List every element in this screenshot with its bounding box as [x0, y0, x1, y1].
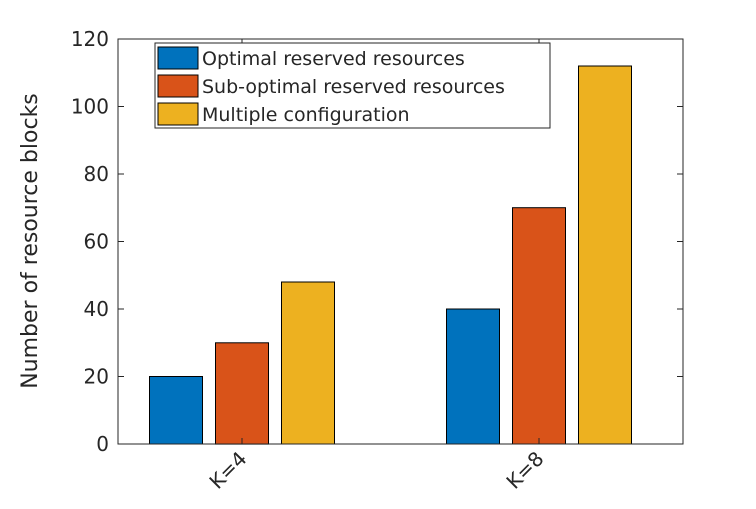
y-tick-label: 60 [84, 230, 109, 254]
y-tick-label: 0 [96, 432, 109, 456]
bars-group [149, 65, 632, 445]
legend-label: Optimal reserved resources [202, 48, 465, 70]
bar-1-k8 [446, 308, 500, 445]
y-axis-title: Number of resource blocks [18, 93, 43, 389]
y-tick-label: 40 [84, 297, 109, 321]
legend-swatch [157, 102, 199, 126]
bar-2-k4 [215, 342, 269, 445]
y-tick-label: 80 [84, 162, 109, 186]
bar-3-k8 [578, 65, 632, 445]
x-tick-label: K=4 [204, 447, 251, 494]
legend-swatch [157, 74, 199, 98]
y-tick-label: 20 [84, 365, 109, 389]
legend-label: Multiple configuration [202, 104, 410, 126]
legend: Optimal reserved resources Sub-optimal re… [154, 42, 551, 129]
y-tick-label: 100 [71, 95, 109, 119]
bar-3-k4 [281, 281, 335, 445]
bar-1-k4 [149, 376, 203, 445]
y-tick-label: 120 [71, 27, 109, 51]
legend-box [154, 42, 551, 129]
legend-label: Sub-optimal reserved resources [202, 76, 505, 98]
x-tick-label: K=8 [501, 447, 548, 494]
bar-2-k8 [512, 207, 566, 445]
legend-swatch [157, 46, 199, 70]
